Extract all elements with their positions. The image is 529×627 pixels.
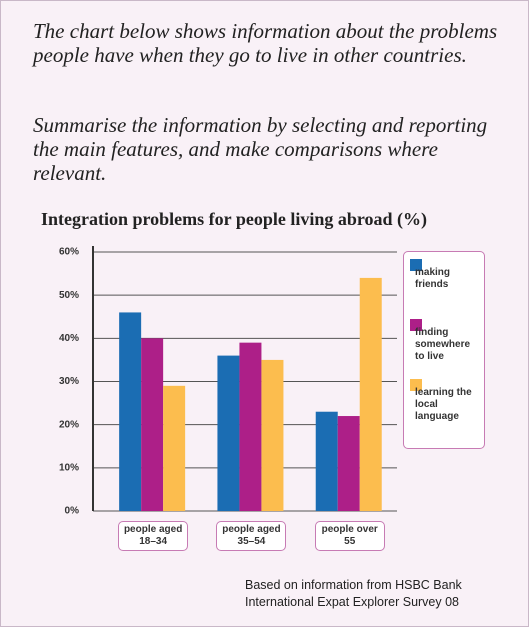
y-tick-label: 50% (59, 290, 79, 301)
legend-swatch (410, 259, 422, 271)
x-tick-label: people over 55 (314, 521, 385, 551)
y-tick-label: 60% (59, 247, 79, 258)
legend-label: finding somewhere to live (415, 327, 471, 362)
bar (261, 359, 284, 511)
bar (359, 277, 382, 511)
y-tick-label: 30% (59, 376, 79, 387)
source: Based on information from HSBC Bank Inte… (245, 578, 462, 609)
chart-title: Integration problems for people living a… (41, 209, 428, 229)
y-tick-label: 40% (59, 333, 79, 344)
bar (163, 385, 186, 511)
legend-swatch (410, 319, 422, 331)
legend-label: learning the local language (415, 387, 472, 422)
legend-label: making friends (415, 267, 451, 290)
y-tick-label: 20% (59, 419, 79, 430)
legend-swatch (410, 379, 422, 391)
prompt: The chart below shows information about … (33, 19, 498, 67)
x-tick-label: people aged 35–54 (216, 521, 287, 551)
bar (315, 411, 338, 511)
y-tick-label: 0% (65, 506, 80, 517)
bar (141, 338, 164, 511)
y-tick-label: 10% (59, 462, 79, 473)
task: Summarise the information by selecting a… (33, 113, 488, 185)
bar (337, 416, 360, 511)
legend (403, 251, 485, 449)
bar (119, 312, 142, 511)
bar (239, 342, 262, 511)
bar (217, 355, 240, 511)
x-tick-label: people aged 18–34 (118, 521, 189, 551)
